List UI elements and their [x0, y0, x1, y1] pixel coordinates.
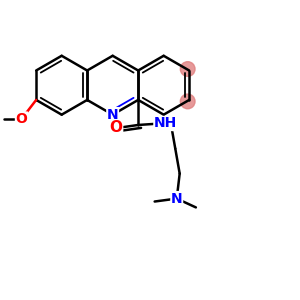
Text: O: O [110, 120, 123, 135]
Text: N: N [107, 108, 118, 122]
Text: N: N [171, 192, 183, 206]
Circle shape [180, 94, 195, 109]
Circle shape [180, 62, 195, 76]
Text: NH: NH [154, 116, 177, 130]
Text: O: O [16, 112, 27, 126]
